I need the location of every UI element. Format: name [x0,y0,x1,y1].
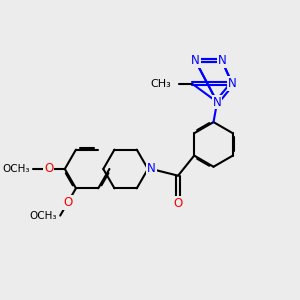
Text: N: N [191,54,200,67]
Text: O: O [44,163,53,176]
Text: O: O [63,196,73,209]
Text: CH₃: CH₃ [150,79,171,88]
Text: O: O [173,196,183,209]
Text: N: N [218,54,226,67]
Text: N: N [147,163,156,176]
Text: N: N [228,77,237,90]
Text: N: N [213,95,221,109]
Text: OCH₃: OCH₃ [2,164,30,174]
Text: OCH₃: OCH₃ [29,211,57,220]
